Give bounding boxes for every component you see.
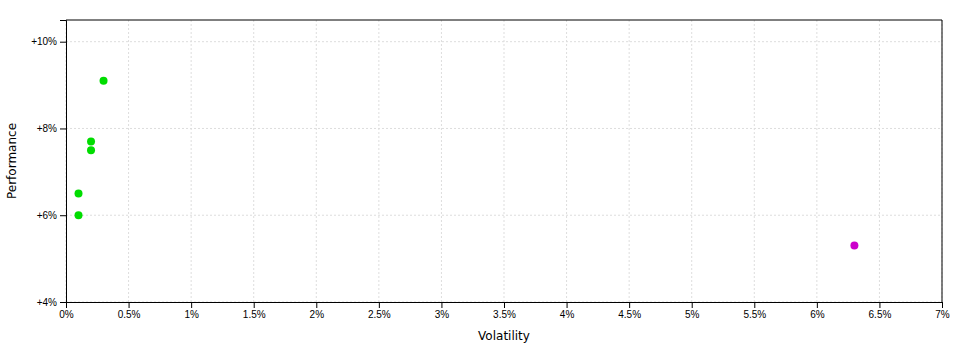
grid-line [942,20,943,302]
grid-line [754,20,755,302]
tick: 0.5% [118,302,141,320]
tick-label: +6% [37,210,57,221]
tick-mark [316,302,317,308]
tick-label: 3% [435,309,450,320]
grid [66,20,942,302]
tick: 4% [560,302,575,320]
grid-line [566,20,567,302]
tick-mark [692,302,693,308]
point [850,242,858,250]
grid-line [191,20,192,302]
tick-mark [191,302,192,308]
tick-label: 6% [810,309,825,320]
tick-mark [60,302,66,303]
point [87,137,95,145]
axis-line [60,21,67,303]
tick: 5% [685,302,700,320]
grid-line [691,20,692,302]
tick-label: 7% [935,309,950,320]
tick-mark [817,302,818,308]
grid-line [879,20,880,302]
tick-label: +10% [31,36,57,47]
tick: 7% [935,302,950,320]
x-axis: 0% 0.5% 1% 1.5% 2% 2.5% 3% 3.5% 4% 4.5% 5% 5.5% 6% 6.… [59,302,950,320]
tick-mark [629,302,630,308]
tick-mark [254,302,255,308]
tick-mark [504,302,505,308]
points [75,77,859,250]
tick-label: 3.5% [493,309,516,320]
y-axis: +4% +6% +8% +10% [31,21,66,308]
tick-mark [567,302,568,308]
grid-line [378,20,379,302]
series [850,242,858,250]
tick: +10% [31,36,66,47]
grid-line [128,20,129,302]
tick-label: 4.5% [618,309,641,320]
tick: 0% [59,302,74,320]
frame [66,20,942,21]
tick-label: 5% [685,309,700,320]
tick-mark [379,302,380,308]
tick: +8% [37,123,66,134]
tick-mark [60,42,66,43]
grid-line [66,215,942,216]
tick-label: 6.5% [869,309,892,320]
tick: 6% [810,302,825,320]
frame [942,20,943,302]
tick-label: 1% [184,309,199,320]
tick-label: 2% [310,309,325,320]
tick: +6% [37,210,66,221]
tick-label: 0.5% [118,309,141,320]
tick-mark [942,302,943,308]
tick: 3.5% [493,302,516,320]
grid-line [629,20,630,302]
tick: 4.5% [618,302,641,320]
point [75,190,83,198]
grid-line [441,20,442,302]
tick-label: +8% [37,123,57,134]
point [100,77,108,85]
plot: 0% 0.5% 1% 1.5% 2% 2.5% 3% 3.5% 4% 4.5% 5% 5.5% 6% 6.… [31,20,950,320]
tick: +4% [37,297,66,308]
y-axis-title: Performance [5,123,19,199]
tick-label: 4% [560,309,575,320]
series [75,77,108,219]
tick: 5.5% [743,302,766,320]
grid-line [316,20,317,302]
axis-line [67,303,943,309]
grid-line [253,20,254,302]
tick: 3% [435,302,450,320]
tick: 1% [184,302,199,320]
grid-line [504,20,505,302]
tick: 6.5% [869,302,892,320]
tick-label: 0% [59,309,74,320]
tick-label: 1.5% [243,309,266,320]
tick-mark [754,302,755,308]
tick: 1.5% [243,302,266,320]
point [75,211,83,219]
tick: 2.5% [368,302,391,320]
grid-line [66,128,942,129]
tick-mark [129,302,130,308]
tick: 2% [310,302,325,320]
tick-mark [60,128,66,129]
grid-line [816,20,817,302]
tick-mark [60,215,66,216]
tick-mark [441,302,442,308]
grid-line [66,41,942,42]
tick-mark [879,302,880,308]
tick-label: 5.5% [743,309,766,320]
x-axis-title: Volatility [478,329,530,343]
chart: 0% 0.5% 1% 1.5% 2% 2.5% 3% 3.5% 4% 4.5% 5% 5.5% 6% 6.… [0,0,966,350]
point [87,146,95,154]
tick-label: 2.5% [368,309,391,320]
tick-label: +4% [37,297,57,308]
